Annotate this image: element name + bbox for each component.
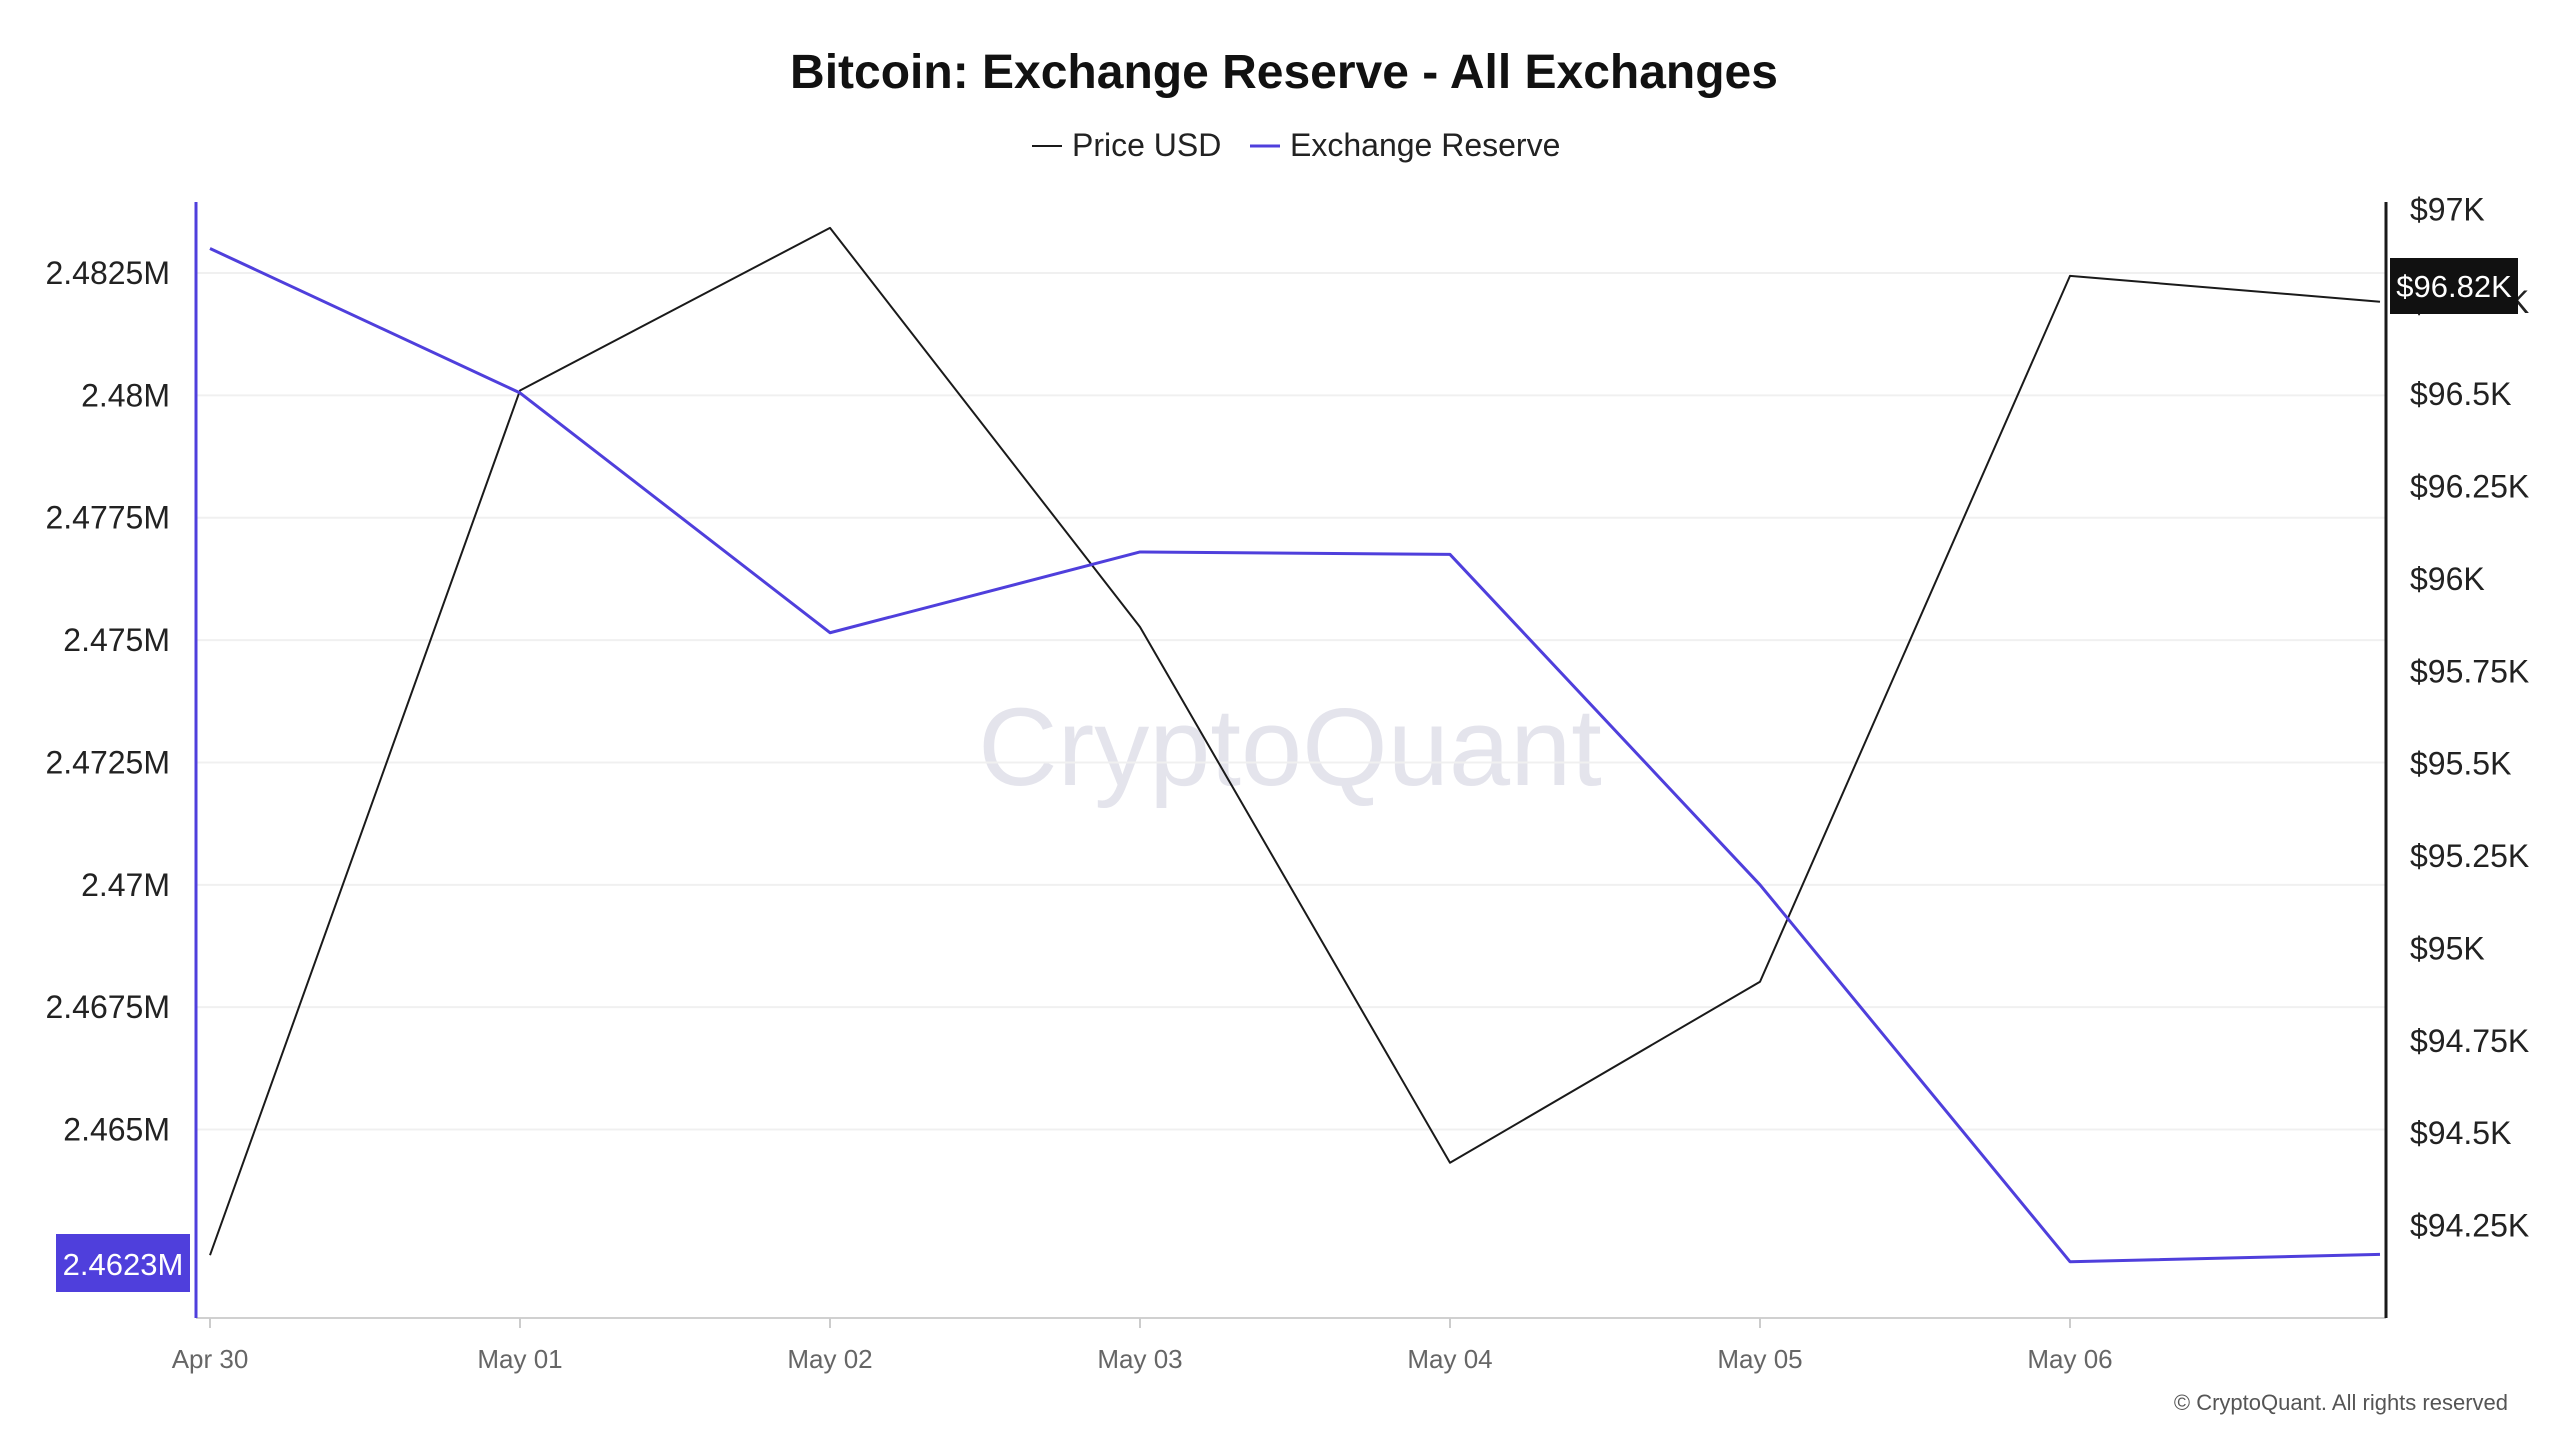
right-tick-label: $94.25K xyxy=(2410,1208,2529,1244)
data-point-reserve xyxy=(1758,883,1762,887)
right-tick-label: $95.5K xyxy=(2410,746,2511,782)
legend-label-reserve: Exchange Reserve xyxy=(1290,127,1560,163)
data-point-price xyxy=(1138,625,1142,629)
data-point-price xyxy=(2068,274,2072,278)
left-axis-ticks: 2.465M 2.4675M 2.47M 2.4725M 2.475M 2.4775M 2.… xyxy=(45,255,170,1148)
data-point-price xyxy=(1758,980,1762,984)
left-tick-label: 2.4775M xyxy=(45,500,170,536)
legend: Price USD Exchange Reserve xyxy=(1032,127,1560,163)
credit-text: © CryptoQuant. All rights reserved xyxy=(2174,1390,2508,1415)
x-tick-label: May 03 xyxy=(1097,1344,1182,1374)
legend-item-reserve[interactable]: Exchange Reserve xyxy=(1250,127,1560,163)
right-tick-label: $95.25K xyxy=(2410,838,2529,874)
right-value-badge-bg xyxy=(2390,258,2518,314)
x-tick-label: May 05 xyxy=(1717,1344,1802,1374)
data-point-reserve xyxy=(2068,1260,2072,1264)
x-tick-label: Apr 30 xyxy=(172,1344,249,1374)
series-line-reserve xyxy=(209,247,2381,1264)
legend-label-price: Price USD xyxy=(1072,127,1221,163)
left-tick-label: 2.465M xyxy=(63,1112,170,1148)
right-tick-label: $94.75K xyxy=(2410,1023,2529,1059)
right-tick-label: $95.75K xyxy=(2410,653,2529,689)
data-point-reserve xyxy=(1138,550,1142,554)
right-tick-label: $97K xyxy=(2410,191,2485,227)
data-point-reserve xyxy=(518,391,522,395)
left-tick-label: 2.48M xyxy=(81,377,170,413)
left-value-badge-text: 2.4623M xyxy=(63,1247,184,1282)
right-value-badge: $96.82K xyxy=(2390,258,2518,314)
x-tick-label: May 02 xyxy=(787,1344,872,1374)
right-tick-label: $94.5K xyxy=(2410,1115,2511,1151)
data-point-reserve xyxy=(208,247,212,251)
left-value-badge: 2.4623M xyxy=(56,1234,190,1292)
legend-item-price[interactable]: Price USD xyxy=(1032,127,1221,163)
x-axis-ticks: Apr 30 May 01 May 02 May 03 May 04 May 05 May … xyxy=(172,1318,2113,1374)
grid-lines xyxy=(196,271,2386,1131)
data-point-price xyxy=(828,226,832,230)
data-point-price xyxy=(208,1253,212,1257)
left-tick-label: 2.4675M xyxy=(45,989,170,1025)
x-tick-label: May 04 xyxy=(1407,1344,1492,1374)
right-axis-ticks: $94.25K $94.5K $94.75K $95K $95.25K $95.5K $95… xyxy=(2410,191,2529,1243)
data-point-reserve xyxy=(828,631,832,635)
data-point-price xyxy=(1448,1161,1452,1165)
left-tick-label: 2.4725M xyxy=(45,744,170,780)
right-tick-label: $96.25K xyxy=(2410,469,2529,505)
data-point-reserve xyxy=(1448,552,1452,556)
x-tick-label: May 06 xyxy=(2027,1344,2112,1374)
right-tick-label: $95K xyxy=(2410,930,2485,966)
series-line-price xyxy=(209,226,2381,1256)
right-tick-label: $96.5K xyxy=(2410,376,2511,412)
data-point-price xyxy=(2378,300,2382,304)
right-tick-label: $96K xyxy=(2410,561,2485,597)
chart-title: Bitcoin: Exchange Reserve - All Exchange… xyxy=(790,46,1778,99)
left-tick-label: 2.47M xyxy=(81,867,170,903)
watermark: CryptoQuant xyxy=(978,686,1602,809)
x-tick-label: May 01 xyxy=(477,1344,562,1374)
left-tick-label: 2.4825M xyxy=(45,255,170,291)
left-value-badge-bg xyxy=(56,1234,190,1292)
left-tick-label: 2.475M xyxy=(63,622,170,658)
right-value-badge-text: $96.82K xyxy=(2396,269,2512,304)
data-point-reserve xyxy=(2378,1252,2382,1256)
